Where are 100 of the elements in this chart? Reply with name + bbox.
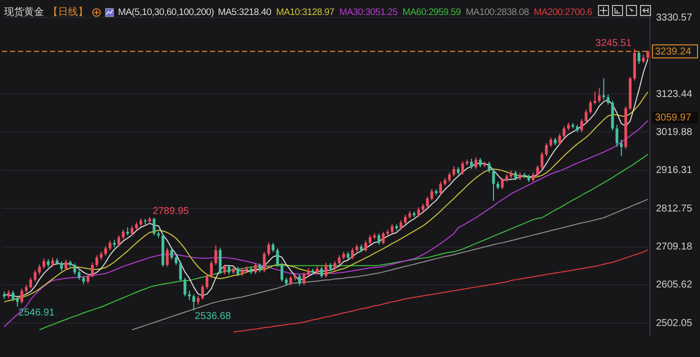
legend-title: MA(5,10,30,60,100,200) xyxy=(118,6,214,18)
candlestick xyxy=(448,172,451,182)
candlestick xyxy=(324,262,328,278)
candlestick xyxy=(549,136,552,148)
candlestick xyxy=(417,206,420,218)
text: MA100:2838.08 xyxy=(466,6,529,18)
candlestick xyxy=(223,264,226,276)
ref-line-label: 3239.24 xyxy=(655,46,692,58)
annotation: 2789.95 xyxy=(152,206,190,217)
candlestick xyxy=(598,87,601,104)
candlestick xyxy=(214,244,218,266)
candlestick xyxy=(86,273,90,284)
candlestick xyxy=(218,247,222,275)
candlestick xyxy=(298,274,301,286)
candlestick xyxy=(390,224,394,234)
candlestick xyxy=(42,258,46,270)
y-tick-label: 2916.31 xyxy=(656,165,693,176)
candlestick xyxy=(236,266,240,277)
candlestick xyxy=(351,247,354,260)
text: MA5:3218.40 xyxy=(218,6,272,18)
candlestick xyxy=(580,118,584,133)
candlestick xyxy=(536,164,539,177)
candlestick xyxy=(262,251,266,273)
candlestick xyxy=(488,161,490,174)
candlestick xyxy=(289,276,292,286)
candlestick xyxy=(404,214,407,225)
annotation: 2546.91 xyxy=(18,307,56,318)
candlestick xyxy=(174,254,178,266)
candlestick xyxy=(95,254,98,268)
candlestick xyxy=(638,50,640,64)
candlestick xyxy=(73,262,76,276)
y-tick-label: 3019.88 xyxy=(656,126,693,138)
y-tick-label: 2605.62 xyxy=(656,280,693,291)
candlestick xyxy=(104,246,107,256)
candlestick xyxy=(594,91,596,106)
candlestick xyxy=(378,233,380,246)
candlestick xyxy=(500,177,504,190)
candlestick xyxy=(584,109,588,124)
annotation: 3245.51 xyxy=(595,38,632,49)
candlestick xyxy=(34,270,36,282)
candlestick xyxy=(91,262,94,278)
candlestick xyxy=(589,100,592,114)
text: MA10:3128.97 xyxy=(276,6,334,18)
candlestick xyxy=(78,270,81,280)
candlestick xyxy=(558,133,561,146)
candlestick xyxy=(382,231,385,245)
candlestick xyxy=(276,248,279,268)
text: 3059.97 xyxy=(655,112,692,124)
candlestick xyxy=(108,240,112,251)
candlestick xyxy=(514,170,517,181)
text: MA30:3051.25 xyxy=(339,6,398,18)
candlestick xyxy=(206,273,208,290)
candlestick xyxy=(302,272,306,286)
candlestick xyxy=(64,259,68,271)
candlestick xyxy=(254,262,257,275)
candlestick xyxy=(12,290,14,302)
candlestick xyxy=(478,158,482,168)
candlestick xyxy=(166,247,169,268)
candlestick xyxy=(368,234,372,246)
candlestick xyxy=(461,160,464,176)
candlestick xyxy=(170,248,174,260)
candlestick xyxy=(492,168,495,202)
candlestick xyxy=(540,152,544,170)
candlestick xyxy=(201,284,204,300)
candlestick xyxy=(152,217,156,236)
candlestick xyxy=(338,254,341,266)
candlestick xyxy=(228,264,230,276)
y-tick-label: 3123.44 xyxy=(656,88,693,100)
candlestick xyxy=(20,288,24,304)
candlestick xyxy=(320,266,323,278)
candlestick xyxy=(452,166,456,177)
annotation: 2536.68 xyxy=(194,311,232,322)
candlestick xyxy=(606,94,610,106)
candlestick xyxy=(16,296,19,308)
candlestick xyxy=(60,260,63,272)
candlestick xyxy=(439,181,442,196)
y-tick-label: 2812.75 xyxy=(656,203,693,214)
candlestick xyxy=(179,260,182,282)
candlestick xyxy=(192,294,196,311)
candlestick xyxy=(426,196,429,208)
candlestick xyxy=(545,142,548,157)
candlestick xyxy=(122,229,125,240)
candlestick xyxy=(532,172,535,182)
y-tick-label: 2502.05 xyxy=(656,318,693,329)
candlestick xyxy=(210,260,213,278)
candlestick xyxy=(184,277,186,297)
candlestick xyxy=(188,290,191,300)
candlestick xyxy=(562,126,566,138)
candlestick xyxy=(29,276,32,290)
candlestick xyxy=(333,260,336,271)
y-tick-label: 3330.57 xyxy=(656,12,693,24)
y-tick-label: 2709.18 xyxy=(656,242,693,253)
text: MA60:2959.59 xyxy=(402,6,461,18)
chart-title: 现货黄金 xyxy=(4,6,44,19)
candlestick xyxy=(470,158,473,170)
chart-subtitle: 【日线】 xyxy=(48,6,88,19)
candlestick xyxy=(616,124,618,148)
candlestick xyxy=(280,262,284,282)
candlestick xyxy=(400,220,402,230)
text: MA200:2700.6 xyxy=(534,6,592,18)
